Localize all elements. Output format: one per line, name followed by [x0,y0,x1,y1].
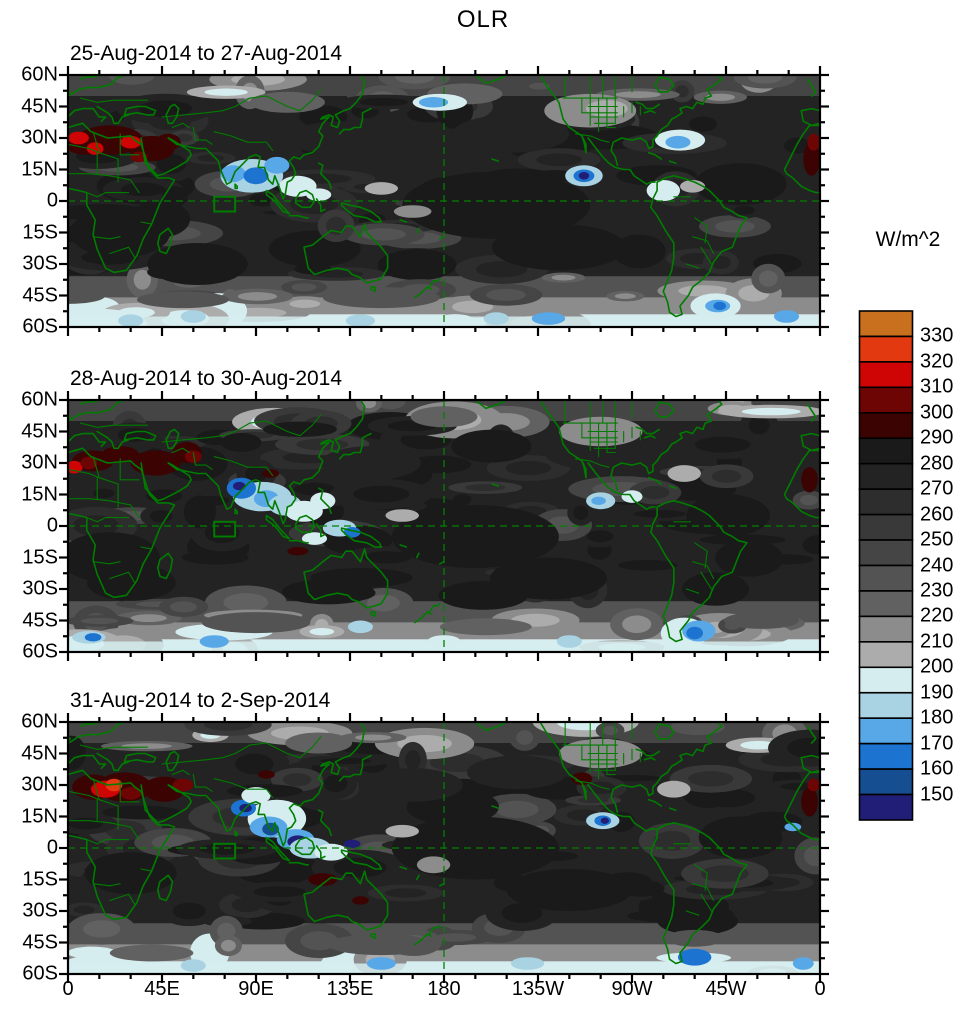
y-axis-label: 30N [21,773,58,796]
y-axis-label: 45S [22,284,58,306]
x-axis-label: 90E [238,978,274,1000]
x-axis-label: 0 [814,978,826,1000]
y-axis-label: 45N [21,742,58,764]
y-axis-label: 60N [21,710,58,733]
y-axis-label: 60N [21,388,58,411]
y-axis-label: 45S [22,609,58,631]
panel-3-title: 31-Aug-2014 to 2-Sep-2014 [70,689,331,712]
colorbar-tick-label: 240 [920,554,954,576]
colorbar-tick-label: 180 [920,706,954,729]
y-axis-label: 30S [22,577,58,600]
map-panel-2 [59,391,829,661]
y-axis-label: 30S [22,899,58,922]
y-axis-label: 15N [21,483,58,505]
y-axis-label: 15S [22,868,58,890]
x-axis-label: 135E [326,978,374,1000]
colorbar-tick-label: 330 [920,324,954,347]
x-axis-label: 45W [705,978,747,1000]
colorbar-tick-label: 230 [920,579,954,602]
y-axis-label: 15S [22,221,58,243]
colorbar-tick-label: 280 [920,452,954,475]
y-axis-label: 0 [46,514,58,537]
colorbar-tick-label: 250 [920,528,954,551]
colorbar-tick-label: 150 [920,783,954,806]
y-axis-label: 60S [22,315,58,338]
x-axis-label: 180 [427,978,461,1000]
y-axis-label: 15N [21,805,58,827]
panel-2-title: 28-Aug-2014 to 30-Aug-2014 [70,367,343,390]
panel-1-title: 25-Aug-2014 to 27-Aug-2014 [70,42,343,65]
colorbar-tick-label: 270 [920,477,954,500]
colorbar-tick-label: 310 [920,375,954,398]
x-axis-label: 90W [611,978,653,1000]
figure-title: OLR [456,6,510,33]
x-axis-label: 135W [511,978,565,1000]
map-panel-1 [59,66,829,336]
y-axis-label: 15N [21,158,58,180]
colorbar-tick-label: 170 [920,732,954,755]
colorbar-tick-label: 220 [920,604,954,627]
y-axis-label: 0 [46,189,58,212]
y-axis-label: 45N [21,95,58,117]
x-axis-label: 0 [62,978,74,1000]
colorbar-units-label: W/m^2 [875,228,941,251]
y-axis-label: 15S [22,546,58,568]
colorbar-tick-label: 190 [920,681,954,704]
x-axis-label: 45E [144,978,180,1000]
map-panel-3 [59,713,829,983]
colorbar-tick-label: 200 [920,655,954,678]
colorbar-tick-label: 320 [920,350,954,373]
colorbar-tick-label: 290 [920,426,954,449]
y-axis-label: 0 [46,836,58,859]
y-axis-label: 30N [21,126,58,149]
y-axis-label: 30S [22,252,58,275]
y-axis-label: 45S [22,931,58,953]
y-axis-label: 60S [22,962,58,985]
colorbar-boxes [858,310,914,821]
y-axis-label: 45N [21,420,58,442]
colorbar-tick-label: 210 [920,630,954,653]
colorbar-tick-label: 300 [920,401,954,424]
colorbar-tick-label: 160 [920,757,954,780]
y-axis-label: 60S [22,640,58,663]
y-axis-label: 30N [21,451,58,474]
colorbar-tick-label: 260 [920,503,954,526]
y-axis-label: 60N [21,63,58,86]
